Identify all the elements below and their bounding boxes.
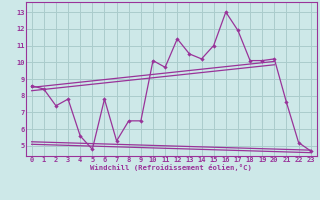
X-axis label: Windchill (Refroidissement éolien,°C): Windchill (Refroidissement éolien,°C) [90,164,252,171]
